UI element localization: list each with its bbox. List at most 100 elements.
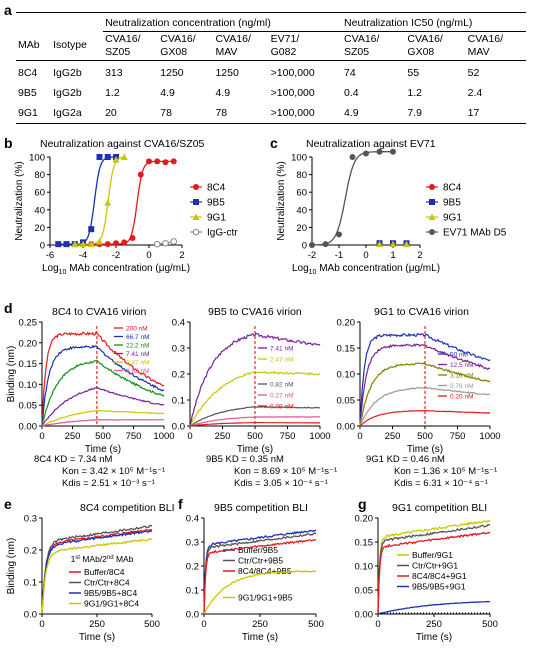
y-tick-label-g: 0.20 xyxy=(355,514,374,525)
x-tick-label-f: 500 xyxy=(308,619,324,630)
legend-label-e: 9B5/9B5+8C4 xyxy=(84,588,137,598)
y-tick-label-e: 0.3 xyxy=(24,514,37,525)
y-tick-label-c: 80 xyxy=(296,170,307,181)
data-point-b-igg-ctr xyxy=(170,238,178,245)
legend-label-e: 9G1/9G1+8C4 xyxy=(84,599,139,609)
x-tick-label-d1: 0 xyxy=(39,431,44,442)
binding-curve-g-Buffer-9G1 xyxy=(377,519,491,615)
legend-label-g: 8C4/8C4+9G1 xyxy=(412,571,467,581)
col-isotype: Isotype xyxy=(53,39,87,52)
x-axis-label-d2: Time (s) xyxy=(237,444,273,455)
kinetics-annotation-9b5: 9B5 KD = 0.35 nM Kon = 8.69 × 10⁵ M⁻¹s⁻¹… xyxy=(206,454,338,489)
legend-label-d2: 0.27 nM xyxy=(270,393,294,400)
binding-curve-d3-50-nM xyxy=(359,332,491,427)
binding-curve-f-Ctr-Ctr-9B5 xyxy=(203,532,317,614)
binding-curve-d1-22-2-nM xyxy=(41,359,165,426)
binding-curve-d2-0-82-nM xyxy=(189,406,321,427)
table-row: 9B5 IgG2b 1.2 4.9 4.9 >100,000 0.4 1.2 2.4 xyxy=(18,87,483,99)
binding-curve-d2-7-41-nM xyxy=(189,332,321,427)
data-point-c-ev71-mab-d5 xyxy=(309,242,315,248)
legend-label-b: IgG-ctr xyxy=(207,228,238,239)
y-tick-label-f: 0.2 xyxy=(186,562,199,573)
y-tick-label-b: 100 xyxy=(29,153,45,164)
y-axis-label-b: Neutralization (%) xyxy=(14,161,25,240)
data-point-b-9g1 xyxy=(96,237,103,245)
group1-header: Neutralization concentration (ng/ml) xyxy=(103,12,337,32)
y-tick-label-f: 0.1 xyxy=(186,586,199,597)
data-point-b-8c4 xyxy=(137,171,144,178)
group2-header: Neutralization IC50 (ng/mL) xyxy=(336,12,526,32)
data-point-b-8c4 xyxy=(146,158,152,165)
y-tick-label-d3: 0.10 xyxy=(337,370,356,381)
x-axis-label-f: Time (s) xyxy=(242,632,278,643)
y-tick-label-d2: 0.1 xyxy=(172,396,185,407)
x-tick-label-b: -4 xyxy=(79,250,87,261)
legend-label-f: 8C4/8C4+9B5 xyxy=(238,566,292,576)
x-tick-label-d1: 750 xyxy=(126,431,142,442)
x-tick-label-b: -2 xyxy=(112,250,120,261)
legend-label-d2: 0.09 nM xyxy=(270,404,294,411)
legend-label-d1: 22.2 nM xyxy=(126,343,150,350)
binding-curve-d1-66-7-nM xyxy=(41,344,165,426)
x-tick-label-c: 2 xyxy=(417,250,422,261)
table-row: 9G1 IgG2a 20 78 78 >100,000 4.9 7.9 17 xyxy=(16,101,526,124)
kinetics-annotation-9g1: 9G1 KD = 0.46 nM Kon = 1.36 × 10⁵ M⁻¹s⁻¹… xyxy=(366,454,498,489)
panel-label-e: e xyxy=(4,496,12,512)
x-tick-label-c: 0 xyxy=(363,250,368,261)
legend-label-d1: 66.7 nM xyxy=(126,334,150,341)
x-tick-label-f: 0 xyxy=(201,619,206,630)
data-point-b-9b5 xyxy=(96,154,103,160)
y-tick-label-d2: 0.3 xyxy=(172,344,185,355)
binding-curve-d1-7-41-nM xyxy=(41,386,164,427)
col-mab: MAb xyxy=(18,39,40,52)
y-tick-label-d3: 0.05 xyxy=(337,396,356,407)
chart-title-c: Neutralization against EV71 xyxy=(306,138,436,150)
chart-title-g: 9G1 competition BLI xyxy=(392,502,488,514)
data-point-b-9b5 xyxy=(104,154,111,160)
binding-curve-d2-2-47-nM xyxy=(189,370,320,427)
y-tick-label-d1: 0.15 xyxy=(19,359,38,370)
binding-curve-d3-0-78-nM xyxy=(359,386,491,427)
data-point-c-ev71-mab-d5 xyxy=(349,154,356,160)
y-tick-label-d1: 0.20 xyxy=(19,338,38,349)
y-tick-label-g: 0.10 xyxy=(355,562,374,573)
legend-label-c: 9G1 xyxy=(443,213,462,224)
legend-label-g: 9B5/9B5+9G1 xyxy=(412,582,466,592)
binding-curve-d3-12-5-nM xyxy=(359,343,491,426)
x-tick-label-d3: 500 xyxy=(417,431,433,442)
panel-label-d: d xyxy=(4,300,13,316)
legend-label-e: Buffer/8C4 xyxy=(84,567,125,577)
binding-curve-g-9B5-9B5-9G1 xyxy=(377,600,491,615)
data-point-b-igg-ctr xyxy=(153,240,161,248)
x-axis-label-g: Time (s) xyxy=(416,632,452,643)
x-tick-label-d3: 750 xyxy=(450,431,466,442)
x-tick-label-e: 250 xyxy=(89,619,105,630)
sub-header: CVA16/MAV xyxy=(215,33,251,58)
x-tick-label-e: 0 xyxy=(39,619,44,630)
y-tick-label-d2: 0.0 xyxy=(172,422,185,433)
panel-label-f: f xyxy=(178,496,183,512)
x-tick-label-d3: 0 xyxy=(357,431,362,442)
legend-label-b: 8C4 xyxy=(207,183,226,194)
y-tick-label-f: 0.0 xyxy=(186,610,199,621)
binding-curve-d2-0-09-nM xyxy=(189,421,321,427)
legend-label-d2: 0.82 nM xyxy=(270,382,294,389)
data-point-b-9g1 xyxy=(112,156,120,163)
data-point-b-8c4 xyxy=(154,158,161,165)
binding-curve-g-8C4-8C4-9G1 xyxy=(377,531,491,615)
legend-marker-c xyxy=(429,184,435,190)
data-point-b-9b5 xyxy=(88,226,95,233)
legend-marker-c xyxy=(429,199,435,205)
legend-label-d1: 7.41 nM xyxy=(126,351,150,358)
data-point-b-9g1 xyxy=(104,199,112,206)
x-tick-label-b: 2 xyxy=(179,250,184,261)
panel-label-a: a xyxy=(4,2,12,18)
x-tick-label-g: 250 xyxy=(426,619,442,630)
legend-label-d1: 200 nM xyxy=(126,326,148,333)
x-tick-label-b: -6 xyxy=(46,250,54,261)
legend-label-f: Buffer/9B5 xyxy=(238,545,278,555)
x-tick-label-d3: 250 xyxy=(385,431,401,442)
y-tick-label-f: 0.3 xyxy=(186,538,199,549)
legend-label-c: 9B5 xyxy=(443,198,461,209)
x-tick-label-d1: 1000 xyxy=(153,431,174,442)
